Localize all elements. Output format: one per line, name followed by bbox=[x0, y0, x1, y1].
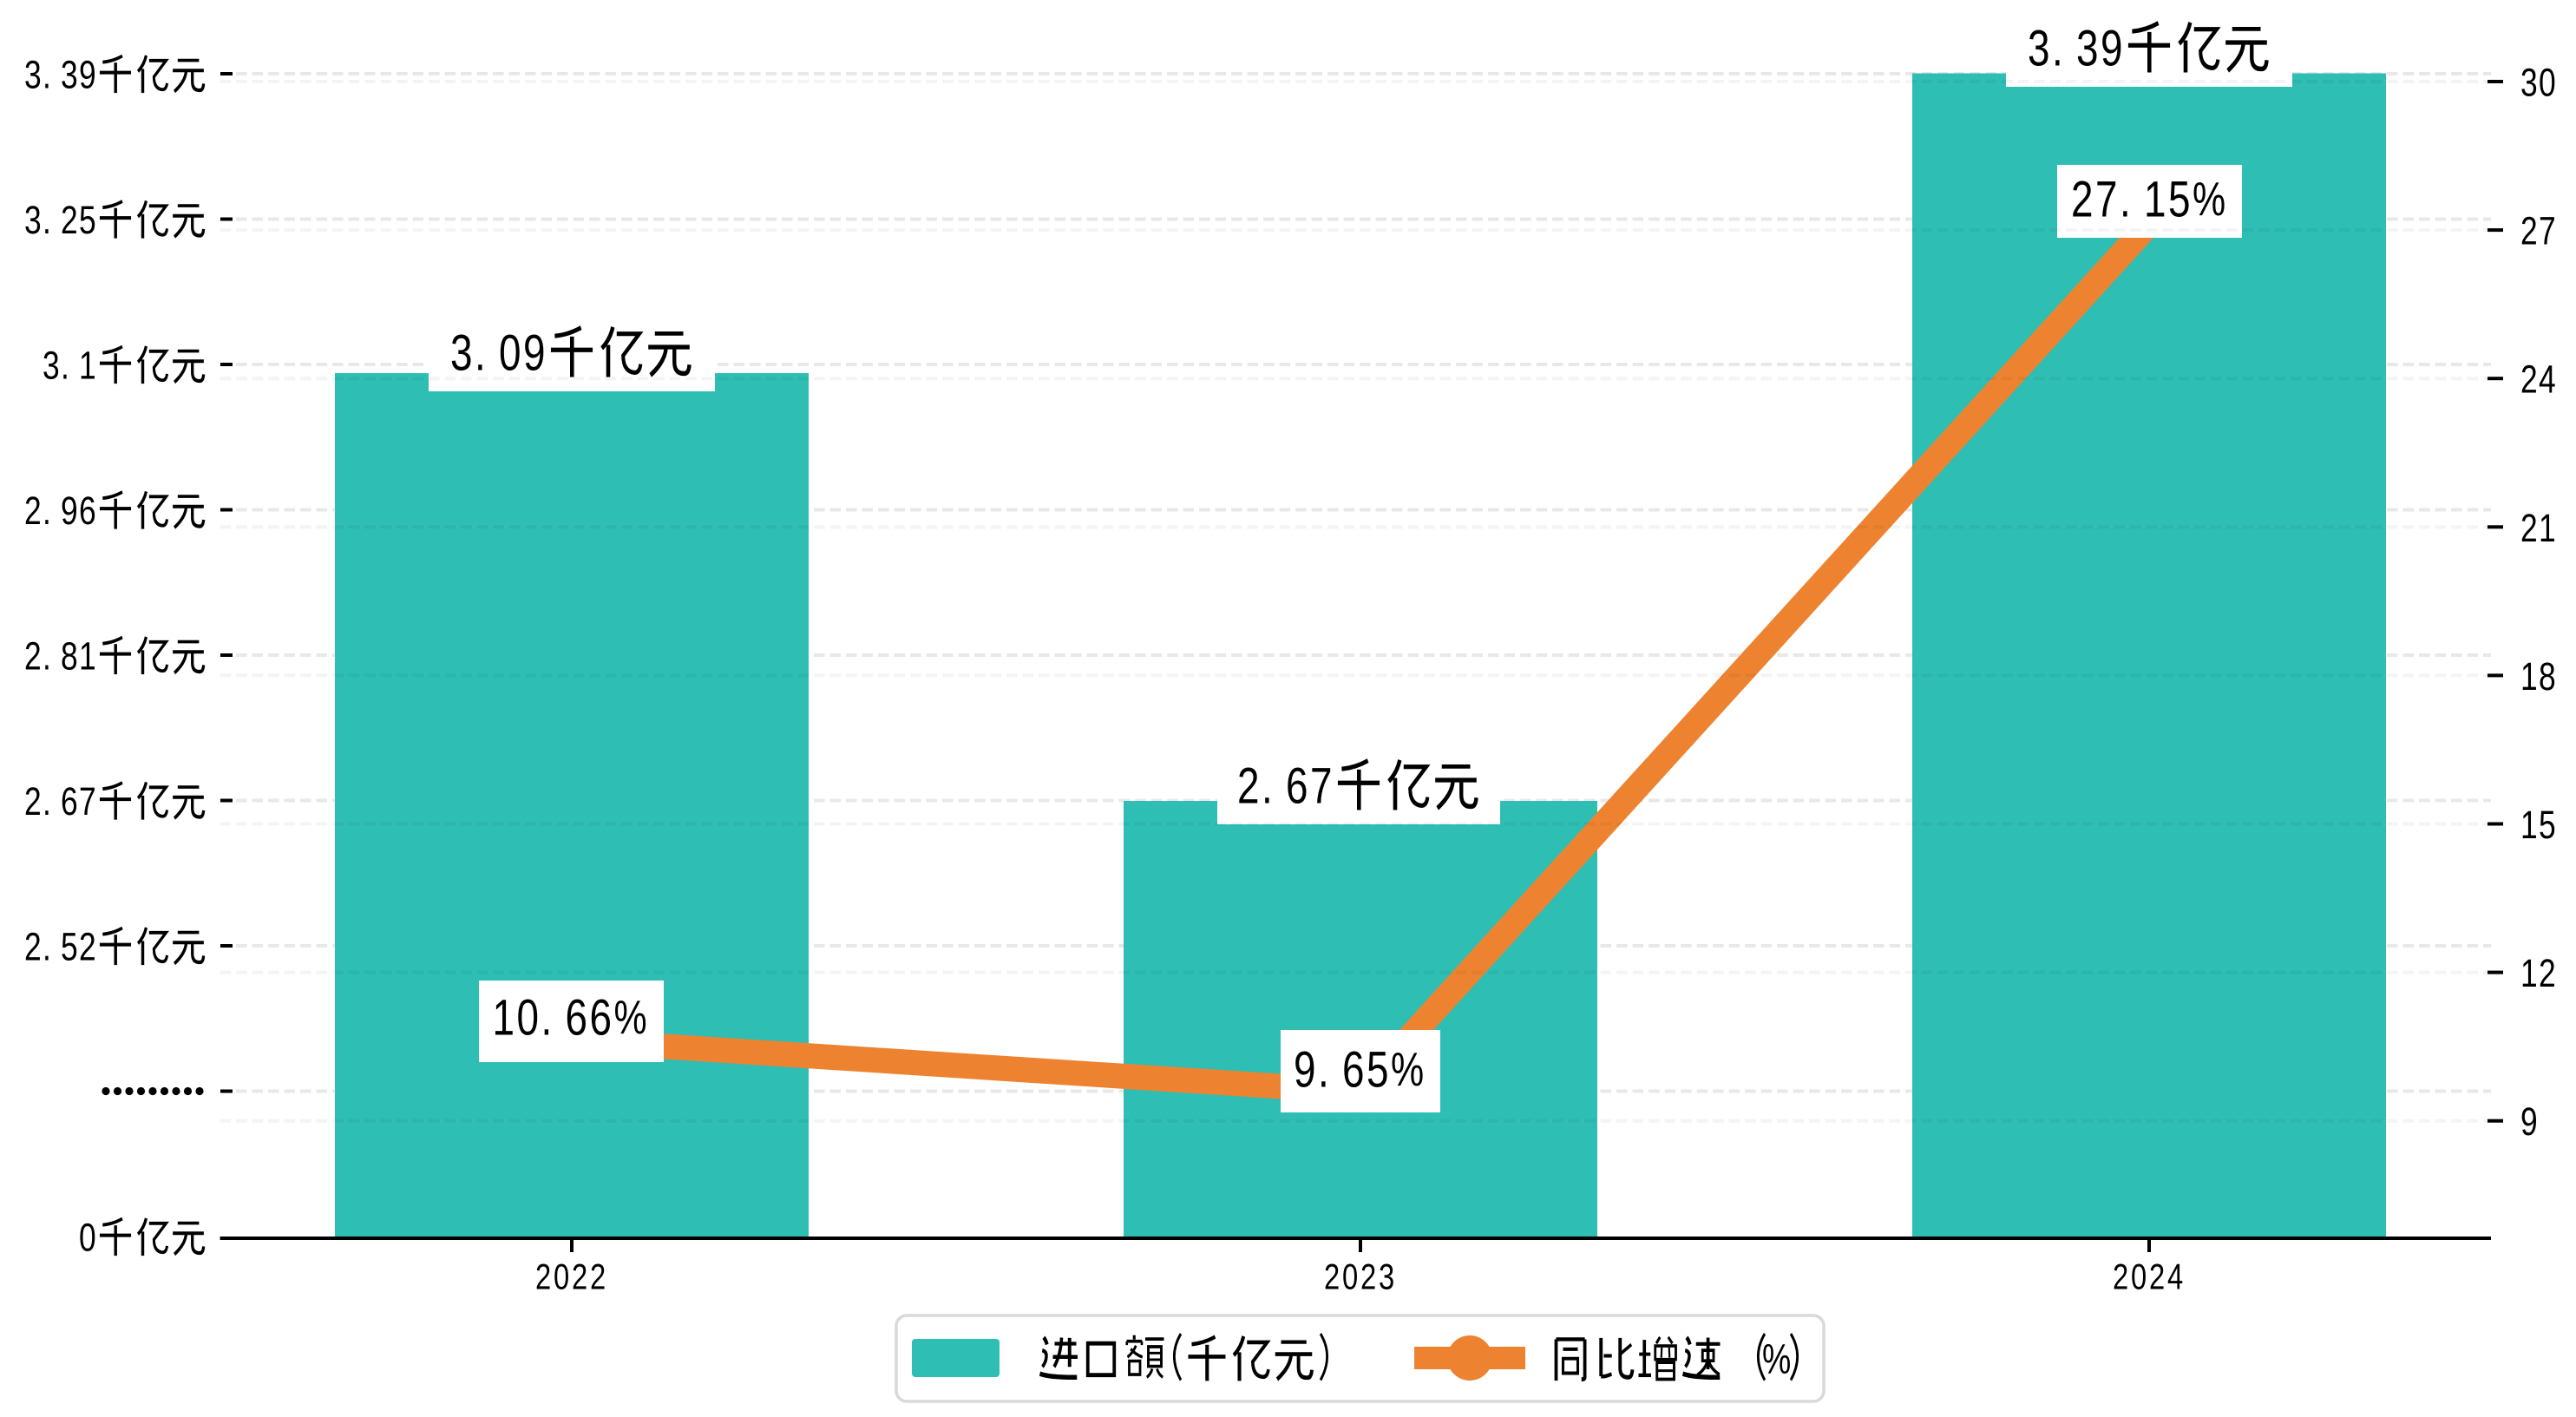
svg-text:.: . bbox=[1318, 1041, 1329, 1099]
svg-text:2: 2 bbox=[24, 489, 42, 533]
svg-text:2: 2 bbox=[1360, 1256, 1376, 1296]
svg-text:6: 6 bbox=[79, 489, 96, 533]
svg-text:1: 1 bbox=[79, 343, 96, 387]
svg-text:3: 3 bbox=[2076, 20, 2099, 77]
svg-text:9: 9 bbox=[2520, 1099, 2538, 1144]
svg-text:0: 0 bbox=[2131, 1256, 2147, 1296]
svg-text:.: . bbox=[2052, 20, 2063, 77]
svg-text:2: 2 bbox=[24, 779, 42, 823]
svg-text:3: 3 bbox=[24, 52, 42, 96]
svg-text:3: 3 bbox=[2520, 60, 2538, 104]
svg-text:2: 2 bbox=[1237, 758, 1260, 815]
svg-text:9: 9 bbox=[2101, 20, 2123, 77]
svg-text:.: . bbox=[2120, 171, 2131, 228]
svg-text:5: 5 bbox=[61, 924, 78, 968]
svg-text:3: 3 bbox=[1379, 1256, 1394, 1296]
svg-text:.: . bbox=[43, 52, 51, 96]
svg-text:2: 2 bbox=[24, 633, 42, 678]
svg-text:7: 7 bbox=[1310, 758, 1333, 815]
svg-text:0: 0 bbox=[79, 1215, 96, 1259]
svg-text:0: 0 bbox=[1342, 1256, 1358, 1296]
svg-text:2: 2 bbox=[2520, 208, 2538, 253]
svg-text:1: 1 bbox=[493, 989, 515, 1046]
svg-text:2: 2 bbox=[79, 924, 96, 968]
svg-text:6: 6 bbox=[1286, 758, 1308, 815]
svg-text:9: 9 bbox=[523, 325, 546, 382]
svg-text:.: . bbox=[43, 489, 51, 533]
svg-text:2: 2 bbox=[572, 1256, 587, 1296]
svg-text:3: 3 bbox=[24, 198, 42, 242]
svg-text:%: % bbox=[1391, 1043, 1424, 1096]
svg-text:.: . bbox=[43, 924, 51, 968]
svg-text:9: 9 bbox=[1294, 1041, 1316, 1099]
svg-text:1: 1 bbox=[2520, 803, 2538, 847]
svg-text:2: 2 bbox=[61, 198, 78, 242]
svg-text:.: . bbox=[43, 198, 51, 242]
svg-text:3: 3 bbox=[61, 52, 78, 96]
svg-text:2: 2 bbox=[2113, 1256, 2128, 1296]
svg-text:%: % bbox=[2193, 173, 2225, 226]
svg-text:2: 2 bbox=[2520, 506, 2538, 550]
svg-text:1: 1 bbox=[79, 633, 96, 678]
svg-text:%: % bbox=[1762, 1336, 1791, 1383]
svg-text:2: 2 bbox=[24, 924, 42, 968]
svg-text:6: 6 bbox=[566, 989, 588, 1046]
svg-text:2: 2 bbox=[2071, 171, 2094, 228]
svg-text:8: 8 bbox=[2539, 654, 2556, 699]
svg-text:4: 4 bbox=[2539, 357, 2556, 401]
svg-text:6: 6 bbox=[590, 989, 613, 1046]
svg-text:2: 2 bbox=[2149, 1256, 2165, 1296]
svg-text:5: 5 bbox=[2539, 803, 2556, 847]
svg-text:9: 9 bbox=[79, 52, 96, 96]
svg-text:7: 7 bbox=[2539, 208, 2556, 253]
svg-text:5: 5 bbox=[79, 198, 96, 242]
svg-text:.: . bbox=[475, 325, 486, 382]
svg-text:3: 3 bbox=[2028, 20, 2050, 77]
svg-text:7: 7 bbox=[2095, 171, 2118, 228]
svg-text:.: . bbox=[541, 989, 553, 1046]
svg-text:.: . bbox=[61, 343, 69, 387]
svg-text:0: 0 bbox=[2539, 60, 2556, 104]
svg-text:1: 1 bbox=[2144, 171, 2166, 228]
svg-text:1: 1 bbox=[2520, 654, 2538, 699]
svg-text:5: 5 bbox=[2168, 171, 2191, 228]
svg-text:3: 3 bbox=[450, 325, 473, 382]
svg-text:6: 6 bbox=[1342, 1041, 1365, 1099]
svg-text:8: 8 bbox=[61, 633, 78, 678]
svg-text:2: 2 bbox=[1324, 1256, 1340, 1296]
svg-text:1: 1 bbox=[2520, 951, 2538, 995]
svg-text:.: . bbox=[43, 779, 51, 823]
svg-text:2: 2 bbox=[2520, 357, 2538, 401]
svg-text:0: 0 bbox=[554, 1256, 569, 1296]
svg-text:1: 1 bbox=[2539, 506, 2556, 550]
svg-text:9: 9 bbox=[61, 489, 78, 533]
svg-text:0: 0 bbox=[499, 325, 521, 382]
svg-text:3: 3 bbox=[43, 343, 60, 387]
svg-text:6: 6 bbox=[61, 779, 78, 823]
svg-text:7: 7 bbox=[79, 779, 96, 823]
svg-text:2: 2 bbox=[590, 1256, 606, 1296]
svg-text:.: . bbox=[1262, 758, 1273, 815]
svg-text:5: 5 bbox=[1367, 1041, 1389, 1099]
svg-text:0: 0 bbox=[517, 989, 540, 1046]
svg-text:4: 4 bbox=[2167, 1256, 2183, 1296]
svg-text:.: . bbox=[43, 633, 51, 678]
svg-text:%: % bbox=[614, 991, 647, 1044]
svg-text:2: 2 bbox=[2539, 951, 2556, 995]
svg-text:2: 2 bbox=[535, 1256, 551, 1296]
